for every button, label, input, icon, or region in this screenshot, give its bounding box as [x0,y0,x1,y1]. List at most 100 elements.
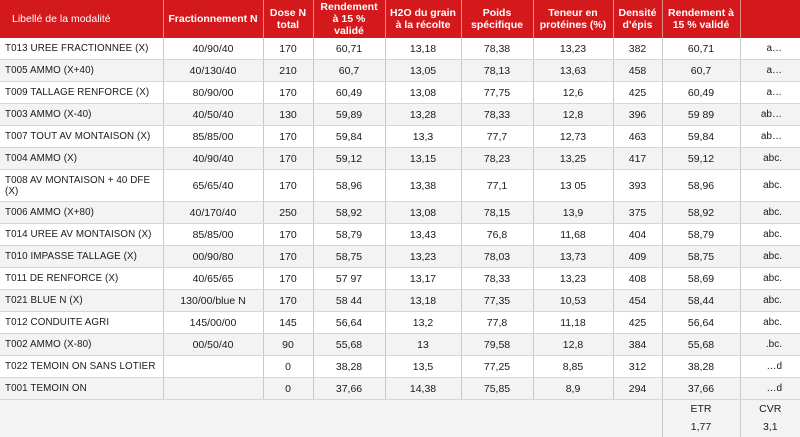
table-row: T013 UREE FRACTIONNEE (X) 40/90/40 170 60,7… [0,38,800,60]
cell-rendement: 58,96 [313,169,386,202]
footer-value-row: 1,77 3,1 [0,417,800,437]
cell-h2o: 13,08 [385,201,462,224]
cell-densite: 454 [613,289,663,312]
cell-libelle: T022 TEMOIN ON SANS LOTIER [0,355,164,378]
cell-densite: 463 [613,125,663,148]
cell-fractionnement: 40/130/40 [163,59,264,82]
cell-dose: 170 [263,81,314,104]
cell-poids: 78,15 [461,201,534,224]
cell-dose: 170 [263,169,314,202]
cell-poids: 76,8 [461,223,534,246]
cell-rendement: 60,7 [313,59,386,82]
cell-densite: 417 [613,147,663,170]
cell-libelle: T003 AMMO (X-40) [0,103,164,126]
cell-rendement-2: 38,28 [662,355,741,378]
cell-poids: 77,25 [461,355,534,378]
cell-poids: 77,75 [461,81,534,104]
header-rendement: Rendement à 15 % validé [313,0,386,38]
cell-proteines: 8,9 [533,377,614,400]
cell-fractionnement: 65/65/40 [163,169,264,202]
cell-h2o: 13,23 [385,245,462,268]
cell-proteines: 12,8 [533,103,614,126]
cell-h2o: 13,3 [385,125,462,148]
cell-groupe: abc. [740,169,800,202]
cell-libelle: T014 UREE AV MONTAISON (X) [0,223,164,246]
cell-poids: 77,35 [461,289,534,312]
cell-fractionnement: 130/00/blue N [163,289,264,312]
table-row: T006 AMMO (X+80) 40/170/40 250 58,92 13,08 78… [0,201,800,224]
cell-poids: 79,58 [461,333,534,356]
cell-proteines: 13,9 [533,201,614,224]
cvr-label: CVR [740,399,800,417]
cell-dose: 170 [263,38,314,60]
cell-h2o: 13 [385,333,462,356]
table-row: T010 IMPASSE TALLAGE (X) 00/90/80 170 58,75… [0,245,800,268]
cell-rendement: 38,28 [313,355,386,378]
cell-rendement-2: 60,7 [662,59,741,82]
cell-rendement: 58,92 [313,201,386,224]
table-row: T009 TALLAGE RENFORCE (X) 80/90/00 170 60,4… [0,81,800,104]
table-row: T012 CONDUITE AGRI 145/00/00 145 56,64 13,2 7… [0,311,800,334]
cell-groupe: …d [740,355,800,378]
cell-groupe: a… [740,59,800,82]
cell-groupe: ab… [740,125,800,148]
cell-rendement: 58 44 [313,289,386,312]
cell-rendement-2: 37,66 [662,377,741,400]
cell-rendement-2: 58,79 [662,223,741,246]
footer-spacer [0,417,662,437]
cell-densite: 408 [613,267,663,290]
cell-densite: 375 [613,201,663,224]
cell-libelle: T004 AMMO (X) [0,147,164,170]
cell-libelle: T013 UREE FRACTIONNEE (X) [0,38,164,60]
cell-dose: 145 [263,311,314,334]
cell-proteines: 8,85 [533,355,614,378]
cell-fractionnement: 85/85/00 [163,223,264,246]
cell-libelle: T005 AMMO (X+40) [0,59,164,82]
cell-proteines: 13,63 [533,59,614,82]
cell-dose: 0 [263,355,314,378]
cell-densite: 409 [613,245,663,268]
cell-rendement-2: 59 89 [662,103,741,126]
cell-fractionnement: 00/50/40 [163,333,264,356]
cell-rendement-2: 60,71 [662,38,741,60]
table-row: T021 BLUE N (X) 130/00/blue N 170 58 44 13,1… [0,289,800,312]
cell-fractionnement: 00/90/80 [163,245,264,268]
cell-dose: 170 [263,125,314,148]
cell-poids: 78,23 [461,147,534,170]
cell-h2o: 14,38 [385,377,462,400]
cell-dose: 170 [263,147,314,170]
cell-groupe: abc. [740,201,800,224]
cell-proteines: 12,73 [533,125,614,148]
cell-fractionnement [163,377,264,400]
cell-fractionnement: 145/00/00 [163,311,264,334]
cell-densite: 294 [613,377,663,400]
footer-label-row: ETR CVR [0,399,800,417]
table-row: T007 TOUT AV MONTAISON (X) 85/85/00 170 59,… [0,125,800,148]
header-poids: Poids spécifique [461,0,534,38]
cell-h2o: 13,18 [385,38,462,60]
cell-groupe: a… [740,81,800,104]
cell-fractionnement: 40/50/40 [163,103,264,126]
cell-libelle: T012 CONDUITE AGRI [0,311,164,334]
cell-rendement: 57 97 [313,267,386,290]
cell-dose: 130 [263,103,314,126]
cell-dose: 250 [263,201,314,224]
cell-poids: 78,38 [461,38,534,60]
table-row: T005 AMMO (X+40) 40/130/40 210 60,7 13,05 78,… [0,59,800,82]
cell-densite: 458 [613,59,663,82]
cell-libelle: T011 DE RENFORCE (X) [0,267,164,290]
cell-groupe: abc. [740,311,800,334]
cell-densite: 404 [613,223,663,246]
cell-proteines: 11,68 [533,223,614,246]
cell-libelle: T008 AV MONTAISON + 40 DFE (X) [0,169,164,202]
cell-rendement: 59,12 [313,147,386,170]
table-row: T004 AMMO (X) 40/90/40 170 59,12 13,15 78,23 1… [0,147,800,170]
cell-rendement-2: 58,69 [662,267,741,290]
footer-spacer [0,399,662,417]
cell-proteines: 13,25 [533,147,614,170]
cell-h2o: 13,08 [385,81,462,104]
cell-h2o: 13,17 [385,267,462,290]
cell-libelle: T001 TEMOIN ON [0,377,164,400]
cell-rendement-2: 58,44 [662,289,741,312]
